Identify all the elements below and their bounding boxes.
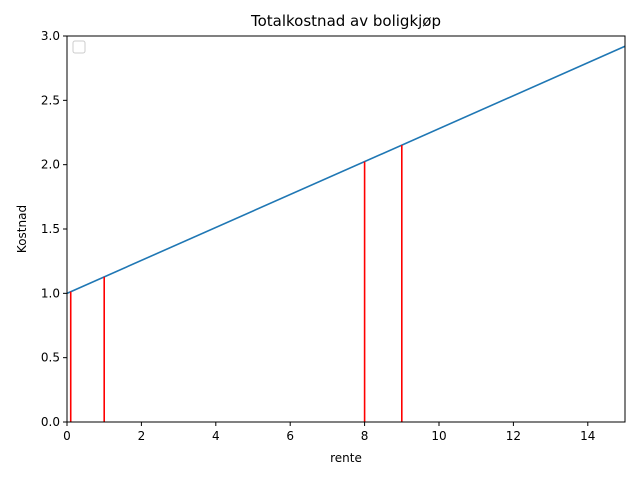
x-tick-label: 6 bbox=[286, 429, 294, 443]
x-tick-label: 2 bbox=[138, 429, 146, 443]
chart-title: Totalkostnad av boligkjøp bbox=[250, 12, 441, 30]
x-tick-label: 10 bbox=[431, 429, 446, 443]
x-tick-label: 12 bbox=[506, 429, 521, 443]
x-tick-label: 14 bbox=[580, 429, 595, 443]
y-tick-label: 1.0 bbox=[41, 286, 60, 300]
series-line-0 bbox=[66, 45, 626, 295]
y-tick-label: 1.5 bbox=[41, 222, 60, 236]
y-tick-label: 0.0 bbox=[41, 415, 60, 429]
x-tick-label: 8 bbox=[361, 429, 369, 443]
x-tick-label: 0 bbox=[63, 429, 71, 443]
legend-box bbox=[72, 40, 86, 54]
x-axis-label: rente bbox=[330, 451, 362, 465]
y-tick-label: 3.0 bbox=[41, 29, 60, 43]
y-tick-label: 2.5 bbox=[41, 93, 60, 107]
y-tick-label: 2.0 bbox=[41, 158, 60, 172]
plot-area: 0 2 4 6 8 10 12 14 0.0 0.5 1.0 1.5 2.0 2.5 3.0 bbox=[41, 29, 626, 443]
y-tick-label: 0.5 bbox=[41, 351, 60, 365]
axes-frame bbox=[66, 35, 626, 423]
y-axis-label: Kostnad bbox=[15, 205, 29, 253]
x-tick-label: 4 bbox=[212, 429, 220, 443]
